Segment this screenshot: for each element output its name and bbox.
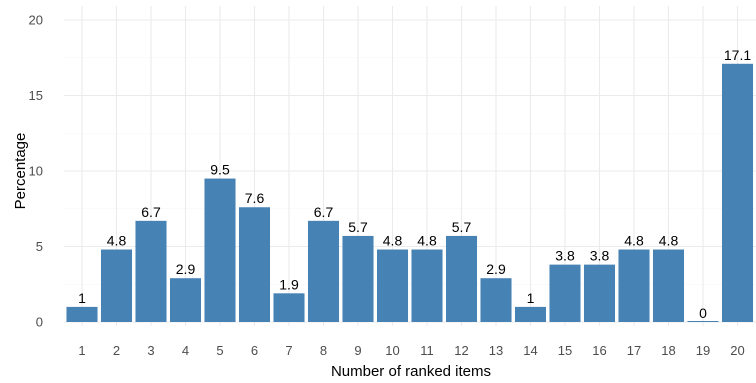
bar-15 (549, 264, 581, 322)
y-tick-label: 5 (36, 239, 43, 254)
bar-16 (583, 264, 616, 322)
bars (66, 63, 754, 322)
data-label-15: 3.8 (555, 248, 575, 264)
x-tick-label: 18 (661, 343, 675, 358)
x-tick-label: 3 (147, 343, 154, 358)
x-tick-label: 20 (730, 343, 744, 358)
bar-10 (376, 249, 409, 322)
x-tick-label: 6 (251, 343, 258, 358)
x-axis-title: Number of ranked items (331, 363, 491, 380)
bar-8 (307, 220, 340, 322)
data-label-20: 17.1 (724, 47, 751, 63)
data-label-18: 4.8 (659, 233, 679, 249)
bar-1 (66, 306, 98, 322)
data-label-4: 2.9 (176, 261, 196, 277)
bar-20 (721, 63, 754, 322)
bar-3 (135, 220, 167, 322)
bar-13 (480, 278, 512, 322)
x-tick-label: 17 (627, 343, 641, 358)
bar-17 (618, 249, 650, 322)
data-label-16: 3.8 (590, 248, 610, 264)
x-tick-label: 16 (592, 343, 606, 358)
x-tick-label: 4 (182, 343, 189, 358)
data-label-7: 1.9 (279, 276, 299, 292)
x-tick-label: 8 (320, 343, 327, 358)
bar-12 (445, 235, 478, 322)
x-tick-label: 2 (113, 343, 120, 358)
data-label-11: 4.8 (417, 233, 437, 249)
y-axis-title: Percentage (12, 133, 29, 210)
x-tick-label: 7 (285, 343, 292, 358)
bar-7 (273, 293, 305, 322)
data-label-8: 6.7 (314, 204, 334, 220)
data-label-2: 4.8 (107, 233, 127, 249)
data-label-6: 7.6 (245, 190, 265, 206)
data-label-13: 2.9 (486, 261, 506, 277)
x-tick-label: 11 (420, 343, 434, 358)
x-tick-label: 9 (354, 343, 361, 358)
data-label-12: 5.7 (452, 219, 472, 235)
x-axis-ticks: 1 2 3 4 5 6 7 8 9 10 11 12 13 14 15 16 17 18 19 20 (78, 343, 744, 358)
x-tick-label: 5 (216, 343, 223, 358)
bar-9 (342, 235, 374, 322)
x-tick-label: 10 (385, 343, 399, 358)
x-tick-label: 1 (78, 343, 85, 358)
bar-18 (652, 249, 685, 322)
data-labels: 1 4.8 6.7 2.9 9.5 7.6 1.9 6.7 5.7 4.8 4.8 5.7 2.9 1 3.… (78, 47, 751, 321)
x-tick-label: 19 (696, 343, 710, 358)
bar-14 (514, 306, 547, 322)
gridlines (64, 6, 756, 326)
data-label-17: 4.8 (624, 233, 644, 249)
y-axis-ticks: 0 5 10 15 20 (29, 13, 43, 330)
data-label-14: 1 (527, 290, 535, 306)
x-tick-label: 14 (523, 343, 537, 358)
y-tick-label: 10 (29, 164, 43, 179)
x-tick-label: 13 (489, 343, 503, 358)
bar-2 (100, 249, 133, 322)
bar-11 (411, 249, 443, 322)
data-label-1: 1 (78, 290, 86, 306)
bar-19 (687, 321, 719, 322)
y-tick-label: 0 (36, 315, 43, 330)
x-tick-label: 12 (454, 343, 468, 358)
bar-4 (169, 278, 202, 322)
bar-6 (238, 207, 271, 322)
x-tick-label: 15 (558, 343, 572, 358)
y-tick-label: 15 (29, 88, 43, 103)
bar-5 (204, 178, 236, 322)
data-label-3: 6.7 (141, 204, 161, 220)
data-label-9: 5.7 (348, 219, 368, 235)
y-tick-label: 20 (29, 13, 43, 28)
data-label-19: 0 (699, 305, 707, 321)
data-label-10: 4.8 (383, 233, 403, 249)
data-label-5: 9.5 (210, 162, 230, 178)
